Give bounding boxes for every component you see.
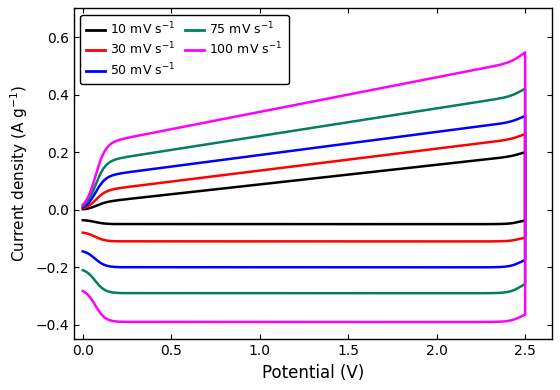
10 mV s$^{-1}$ (273, 222, 279, 227)
30 mV s$^{-1}$ (273, 239, 279, 244)
75 mV s$^{-1}$ (312, 291, 319, 296)
10 mV s$^{-1}$ (301, 222, 308, 227)
30 mV s$^{-1}$ (301, 239, 308, 244)
100 mV s$^{-1}$ (80, 202, 86, 207)
50 mV s$^{-1}$ (356, 265, 363, 269)
75 mV s$^{-1}$ (437, 105, 444, 110)
30 mV s$^{-1}$ (170, 179, 176, 184)
75 mV s$^{-1}$ (80, 204, 86, 208)
10 mV s$^{-1}$ (170, 191, 176, 196)
100 mV s$^{-1}$ (356, 320, 363, 324)
100 mV s$^{-1}$ (469, 68, 476, 73)
Legend: 10 mV s$^{-1}$, 30 mV s$^{-1}$, 50 mV s$^{-1}$, 75 mV s$^{-1}$, 100 mV s$^{-1}$: 10 mV s$^{-1}$, 30 mV s$^{-1}$, 50 mV s$… (80, 14, 289, 84)
50 mV s$^{-1}$ (170, 164, 176, 169)
Line: 30 mV s$^{-1}$: 30 mV s$^{-1}$ (83, 134, 525, 241)
100 mV s$^{-1}$ (170, 126, 176, 131)
10 mV s$^{-1}$ (437, 162, 444, 167)
Line: 100 mV s$^{-1}$: 100 mV s$^{-1}$ (83, 52, 525, 322)
75 mV s$^{-1}$ (256, 291, 263, 296)
30 mV s$^{-1}$ (437, 146, 444, 151)
10 mV s$^{-1}$ (80, 207, 86, 212)
50 mV s$^{-1}$ (311, 265, 318, 269)
10 mV s$^{-1}$ (356, 222, 363, 227)
100 mV s$^{-1}$ (314, 320, 321, 324)
50 mV s$^{-1}$ (273, 265, 279, 269)
50 mV s$^{-1}$ (256, 265, 263, 269)
10 mV s$^{-1}$ (522, 150, 529, 154)
75 mV s$^{-1}$ (273, 291, 279, 296)
75 mV s$^{-1}$ (522, 86, 529, 91)
75 mV s$^{-1}$ (170, 147, 176, 152)
30 mV s$^{-1}$ (469, 142, 476, 147)
100 mV s$^{-1}$ (437, 74, 444, 79)
30 mV s$^{-1}$ (522, 132, 529, 136)
Line: 50 mV s$^{-1}$: 50 mV s$^{-1}$ (83, 116, 525, 267)
50 mV s$^{-1}$ (522, 113, 529, 118)
30 mV s$^{-1}$ (80, 230, 86, 235)
100 mV s$^{-1}$ (256, 320, 263, 324)
50 mV s$^{-1}$ (437, 129, 444, 134)
10 mV s$^{-1}$ (469, 158, 476, 163)
10 mV s$^{-1}$ (256, 222, 263, 227)
30 mV s$^{-1}$ (80, 206, 86, 211)
100 mV s$^{-1}$ (522, 50, 529, 55)
75 mV s$^{-1}$ (469, 101, 476, 105)
Line: 75 mV s$^{-1}$: 75 mV s$^{-1}$ (83, 89, 525, 293)
75 mV s$^{-1}$ (80, 268, 86, 273)
10 mV s$^{-1}$ (80, 218, 86, 223)
100 mV s$^{-1}$ (80, 289, 86, 293)
X-axis label: Potential (V): Potential (V) (262, 363, 364, 382)
50 mV s$^{-1}$ (80, 205, 86, 209)
Line: 10 mV s$^{-1}$: 10 mV s$^{-1}$ (83, 152, 525, 224)
Y-axis label: Current density (A g$^{-1}$): Current density (A g$^{-1}$) (8, 85, 30, 262)
30 mV s$^{-1}$ (256, 239, 263, 244)
75 mV s$^{-1}$ (356, 291, 363, 296)
50 mV s$^{-1}$ (80, 249, 86, 254)
100 mV s$^{-1}$ (273, 320, 279, 324)
30 mV s$^{-1}$ (356, 239, 363, 244)
50 mV s$^{-1}$ (469, 125, 476, 130)
